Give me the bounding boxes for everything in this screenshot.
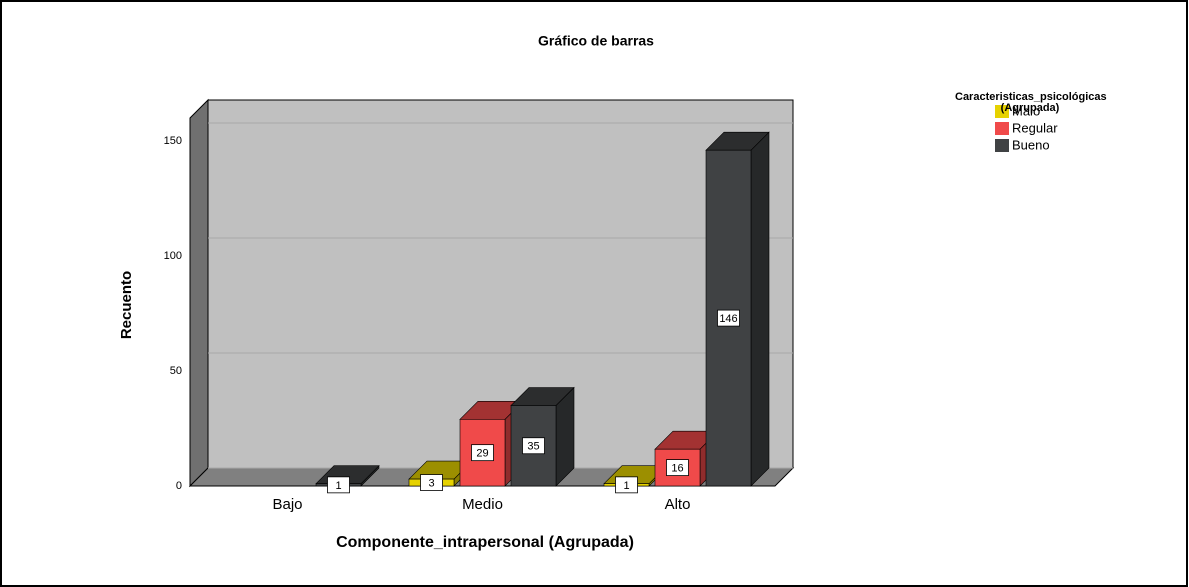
value-label: 3 <box>428 477 434 489</box>
legend-label: Bueno <box>1012 137 1050 152</box>
chart-title: Gráfico de barras <box>538 33 654 49</box>
bar <box>510 386 575 487</box>
value-label: 1 <box>623 480 629 492</box>
y-tick-label: 100 <box>164 250 182 262</box>
value-label: 146 <box>719 313 737 325</box>
x-tick-label: Medio <box>462 496 503 513</box>
legend-title: Caracteristicas_psicológicas (Agrupada) <box>955 91 1107 114</box>
value-label-box <box>471 444 494 462</box>
legend-label: Malo <box>1012 103 1040 118</box>
value-label-box <box>420 474 443 491</box>
bar <box>705 131 770 487</box>
side-wall <box>189 98 209 488</box>
legend-swatch <box>995 122 1009 135</box>
y-tick-label: 150 <box>164 135 182 147</box>
value-label-box <box>717 309 740 327</box>
value-label: 16 <box>671 463 683 475</box>
legend-swatch <box>995 105 1009 118</box>
value-label-box <box>327 476 350 494</box>
value-label: 29 <box>476 448 488 460</box>
x-tick-label: Bajo <box>272 496 302 513</box>
y-axis-title: Recuento <box>118 271 135 339</box>
value-label: 35 <box>527 441 539 453</box>
value-label: 1 <box>335 480 341 492</box>
legend-label: Regular <box>1012 120 1058 135</box>
legend-swatch <box>995 139 1009 152</box>
bar-side <box>750 131 770 487</box>
x-tick-label: Alto <box>665 496 691 513</box>
y-tick-label: 0 <box>176 480 182 492</box>
value-label-box <box>666 459 689 477</box>
x-axis-title: Componente_intrapersonal (Agrupada) <box>336 534 634 551</box>
value-label-box <box>615 476 638 494</box>
y-tick-label: 50 <box>170 365 182 377</box>
value-label-box <box>522 437 545 455</box>
